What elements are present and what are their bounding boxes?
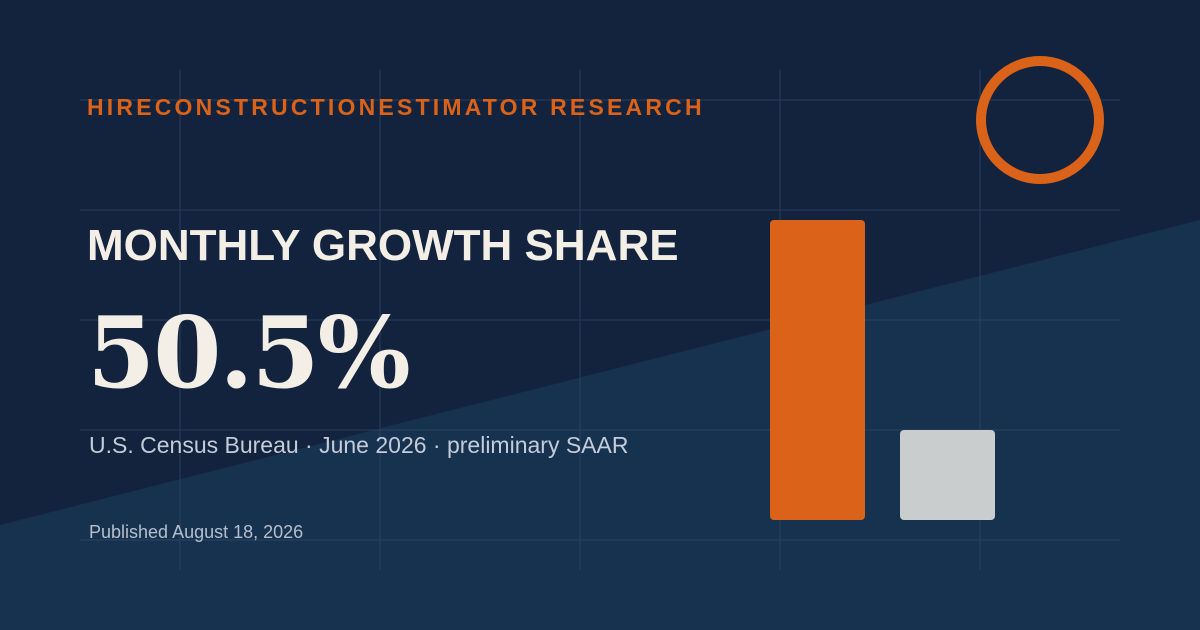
bar-secondary	[900, 430, 995, 520]
metric-value: 50.5%	[87, 296, 411, 411]
bar-primary	[770, 220, 865, 520]
accent-ring	[976, 56, 1104, 184]
bar-chart	[770, 220, 995, 520]
published-date: Published August 18, 2026	[89, 522, 304, 542]
brand-name: HIRECONSTRUCTIONESTIMATOR RESEARCH	[87, 94, 705, 120]
background-diagonal-panel	[0, 220, 1200, 630]
headline: MONTHLY GROWTH SHARE	[87, 221, 679, 270]
source-line: U.S. Census Bureau · June 2026 · prelimi…	[89, 432, 629, 458]
